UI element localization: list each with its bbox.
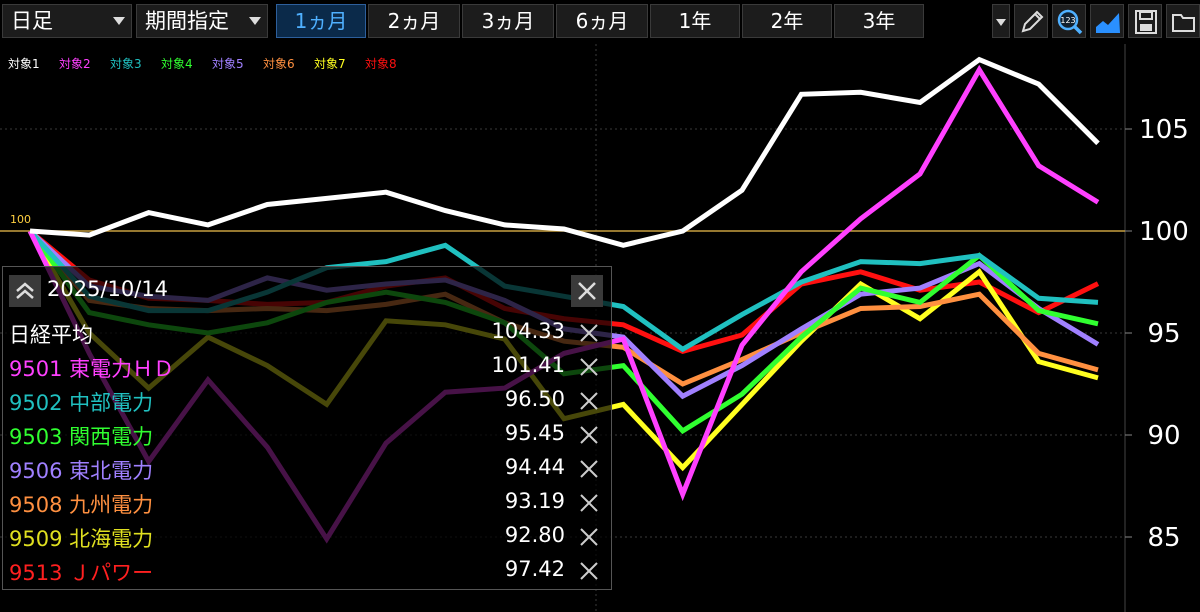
chart-grid xyxy=(0,44,1126,612)
close-icon xyxy=(580,562,598,580)
panel-row-name: 9501 東電力ＨＤ xyxy=(9,357,175,381)
save-button[interactable] xyxy=(1128,4,1162,38)
panel-row: 9502 中部電力 96.50 xyxy=(3,383,611,417)
area-chart-button[interactable] xyxy=(1090,4,1124,38)
close-icon xyxy=(580,528,598,546)
panel-row-name: 9502 中部電力 xyxy=(9,391,154,415)
panel-row-value: 96.50 xyxy=(504,387,565,411)
y-tick-label-2: 95 xyxy=(1147,319,1180,349)
panel-row: 9501 東電力ＨＤ 101.41 xyxy=(3,349,611,383)
panel-row-name: 9513 Ｊパワー xyxy=(9,561,154,585)
panel-row-value: 94.44 xyxy=(504,455,565,479)
panel-row-value: 104.33 xyxy=(491,319,565,343)
close-icon xyxy=(580,358,598,376)
chevron-down-icon xyxy=(249,17,261,25)
legend-entry-1: 対象1 xyxy=(8,57,40,71)
remove-row-button[interactable] xyxy=(577,457,601,481)
interval-select[interactable]: 日足 xyxy=(2,4,132,38)
close-icon xyxy=(578,282,596,300)
close-panel-button[interactable] xyxy=(571,275,603,307)
legend-entry-7: 対象7 xyxy=(314,57,346,71)
zoom-button[interactable]: 123 xyxy=(1052,4,1086,38)
toolbar: 日足 期間指定 1ヵ月 2ヵ月 3ヵ月 6ヵ月 1年 2年 3年 123 xyxy=(0,0,1200,44)
close-icon xyxy=(580,494,598,512)
pencil-icon xyxy=(1021,10,1044,33)
close-icon xyxy=(580,460,598,478)
legend-entry-4: 対象4 xyxy=(161,57,193,71)
remove-row-button[interactable] xyxy=(577,389,601,413)
chevron-down-icon xyxy=(113,17,125,25)
panel-row-name: 9509 北海電力 xyxy=(9,527,154,551)
panel-row-name: 9508 九州電力 xyxy=(9,493,154,517)
panel-row-value: 95.45 xyxy=(504,421,565,445)
period-tab-6m[interactable]: 6ヵ月 xyxy=(556,4,648,38)
y-axis-ticks: 85 90 95 100 105 xyxy=(1125,115,1189,553)
panel-row: 9513 Ｊパワー 97.42 xyxy=(3,553,611,587)
pencil-button[interactable] xyxy=(1014,4,1048,38)
legend-entry-3: 対象3 xyxy=(110,57,142,71)
save-icon xyxy=(1135,10,1157,34)
panel-row: 9503 関西電力 95.45 xyxy=(3,417,611,451)
range-mode-select[interactable]: 期間指定 xyxy=(136,4,268,38)
options-dropdown[interactable] xyxy=(992,4,1010,38)
folder-button[interactable] xyxy=(1166,4,1200,38)
folder-icon xyxy=(1172,14,1195,32)
y-tick-label-3: 100 xyxy=(1139,217,1189,247)
y-tick-label-4: 105 xyxy=(1139,115,1189,145)
y-tick-label-0: 85 xyxy=(1147,523,1180,553)
close-icon xyxy=(580,392,598,410)
chart-legend: 対象1 対象2 対象3 対象4 対象5 対象6 対象7 対象8 xyxy=(8,57,397,71)
panel-row-name: 9506 東北電力 xyxy=(9,459,154,483)
period-tab-2m[interactable]: 2ヵ月 xyxy=(368,4,460,38)
panel-row-value: 92.80 xyxy=(504,523,565,547)
panel-row: 9509 北海電力 92.80 xyxy=(3,519,611,553)
close-icon xyxy=(580,324,598,342)
remove-row-button[interactable] xyxy=(577,423,601,447)
panel-date: 2025/10/14 xyxy=(47,277,169,301)
panel-header: 2025/10/14 xyxy=(3,267,611,313)
period-tab-3m[interactable]: 3ヵ月 xyxy=(462,4,554,38)
panel-row: 日経平均 104.33 xyxy=(3,315,611,349)
period-tab-1m[interactable]: 1ヵ月 xyxy=(276,4,366,38)
period-tab-1y[interactable]: 1年 xyxy=(650,4,740,38)
remove-row-button[interactable] xyxy=(577,355,601,379)
legend-entry-5: 対象5 xyxy=(212,57,244,71)
panel-row-value: 97.42 xyxy=(504,557,565,581)
remove-row-button[interactable] xyxy=(577,491,601,515)
range-mode-select-value: 期間指定 xyxy=(145,9,229,33)
svg-text:123: 123 xyxy=(1060,16,1075,25)
legend-entry-8: 対象8 xyxy=(365,57,397,71)
y-tick-label-1: 90 xyxy=(1147,421,1180,451)
close-icon xyxy=(580,426,598,444)
series-line-1 xyxy=(29,56,1100,248)
legend-entry-6: 対象6 xyxy=(263,57,295,71)
collapse-button[interactable] xyxy=(9,275,41,307)
remove-row-button[interactable] xyxy=(577,525,601,549)
data-panel: 2025/10/14 日経平均 104.33 9501 東電力ＨＤ 101.41 950… xyxy=(2,266,612,590)
legend-entry-2: 対象2 xyxy=(59,57,91,71)
period-tab-2y[interactable]: 2年 xyxy=(742,4,832,38)
panel-row-value: 101.41 xyxy=(491,353,565,377)
remove-row-button[interactable] xyxy=(577,321,601,345)
chevron-down-icon xyxy=(996,19,1006,26)
zoom-123-icon: 123 xyxy=(1057,9,1083,35)
chevron-double-up-icon xyxy=(16,282,34,299)
area-chart-icon xyxy=(1096,13,1120,33)
panel-row: 9506 東北電力 94.44 xyxy=(3,451,611,485)
panel-row-value: 93.19 xyxy=(504,489,565,513)
panel-row-name: 日経平均 xyxy=(9,323,93,347)
period-tab-3y[interactable]: 3年 xyxy=(834,4,924,38)
remove-row-button[interactable] xyxy=(577,559,601,583)
panel-row: 9508 九州電力 93.19 xyxy=(3,485,611,519)
panel-row-name: 9503 関西電力 xyxy=(9,425,154,449)
interval-select-value: 日足 xyxy=(11,9,53,33)
base-label: 100 xyxy=(10,213,31,226)
